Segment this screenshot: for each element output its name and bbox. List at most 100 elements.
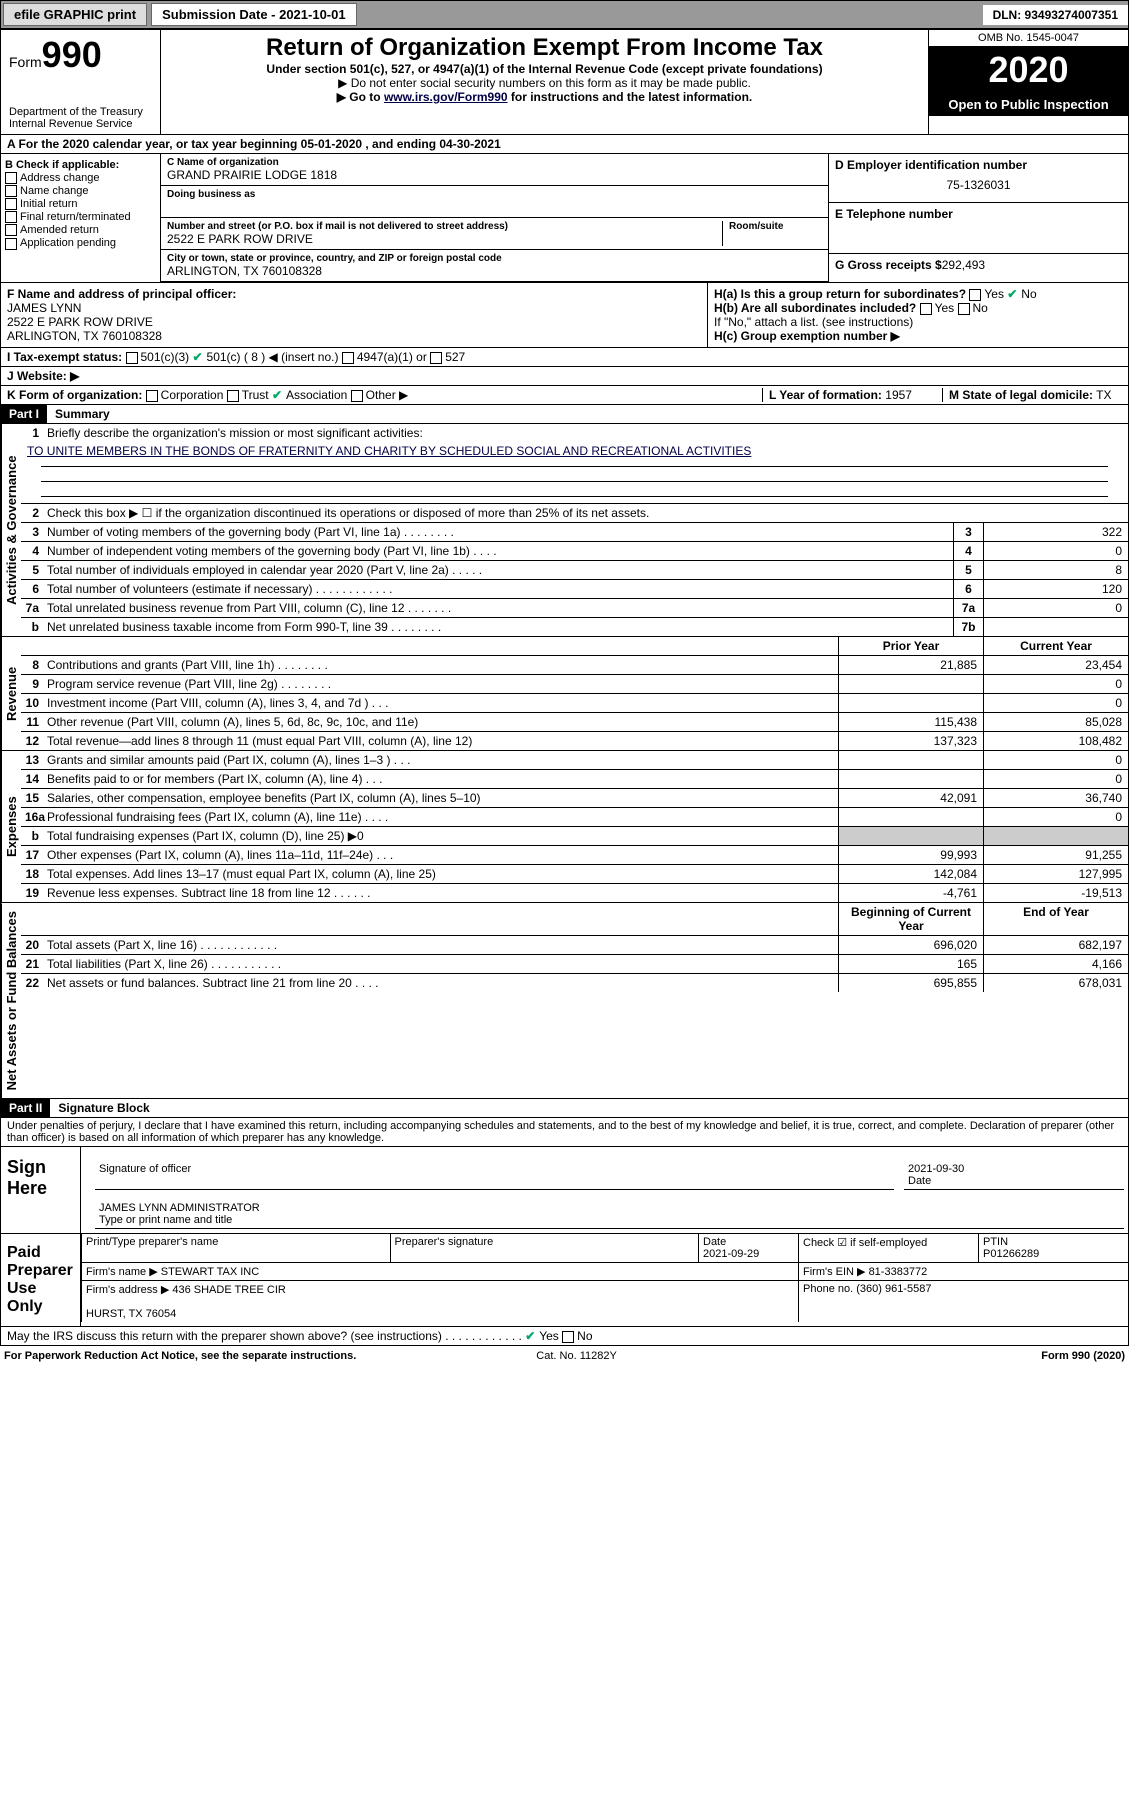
e-phone-label: E Telephone number: [835, 207, 953, 221]
efile-print-button[interactable]: efile GRAPHIC print: [3, 3, 147, 26]
prep-name-col: Print/Type preparer's name: [81, 1234, 390, 1262]
prep-addr-row: Firm's address ▶ 436 SHADE TREE CIRHURST…: [81, 1281, 1128, 1322]
data-line: 22Net assets or fund balances. Subtract …: [21, 973, 1128, 992]
part-ii-badge: Part II: [1, 1099, 50, 1117]
b-header: B Check if applicable:: [5, 159, 156, 171]
paid-prep-label: Paid Preparer Use Only: [1, 1234, 81, 1326]
open-inspection: Open to Public Inspection: [929, 93, 1128, 116]
c-city-label: City or town, state or province, country…: [167, 253, 822, 264]
form-990: 990: [42, 34, 102, 75]
hdr-prior: Prior Year: [838, 637, 983, 655]
k-form-org: K Form of organization: Corporation Trus…: [7, 388, 762, 402]
m-state: M State of legal domicile: TX: [942, 388, 1122, 402]
a-text: A For the 2020 calendar year, or tax yea…: [7, 137, 501, 151]
part-ii-header: Part II Signature Block: [0, 1099, 1129, 1118]
gov-body: 1Briefly describe the organization's mis…: [21, 424, 1128, 636]
irs-link[interactable]: www.irs.gov/Form990: [384, 90, 508, 104]
data-line: 19Revenue less expenses. Subtract line 1…: [21, 883, 1128, 902]
footer: For Paperwork Reduction Act Notice, see …: [0, 1346, 1129, 1366]
data-line: 20Total assets (Part X, line 16) . . . .…: [21, 935, 1128, 954]
subtitle-ssn: ▶ Do not enter social security numbers o…: [165, 76, 924, 90]
cat-no: Cat. No. 11282Y: [536, 1350, 617, 1362]
gov-line: 4Number of independent voting members of…: [21, 541, 1128, 560]
data-line: 10Investment income (Part VIII, column (…: [21, 693, 1128, 712]
f-officer: F Name and address of principal officer:…: [1, 283, 708, 347]
h-b-note: If "No," attach a list. (see instruction…: [714, 315, 1122, 329]
form-ref: Form 990 (2020): [1041, 1350, 1125, 1362]
paperwork-notice: For Paperwork Reduction Act Notice, see …: [4, 1350, 356, 1362]
part-i-header: Part I Summary: [0, 405, 1129, 424]
c-city-value: ARLINGTON, TX 760108328: [167, 264, 822, 278]
h-block: H(a) Is this a group return for subordin…: [708, 283, 1128, 347]
f-label: F Name and address of principal officer:: [7, 287, 236, 301]
data-line: 15Salaries, other compensation, employee…: [21, 788, 1128, 807]
prep-sig-col: Preparer's signature: [390, 1234, 699, 1262]
net-body: Beginning of Current Year End of Year 20…: [21, 903, 1128, 1098]
c-dba: Doing business as: [161, 186, 828, 218]
hdr-end: End of Year: [983, 903, 1128, 935]
row-a-tax-year: A For the 2020 calendar year, or tax yea…: [0, 135, 1129, 154]
b-item: Name change: [5, 185, 156, 197]
sign-here-block: Sign Here Signature of officer 2021-09-3…: [0, 1147, 1129, 1234]
c-name-column: C Name of organization GRAND PRAIRIE LOD…: [161, 154, 828, 282]
signature-intro: Under penalties of perjury, I declare th…: [0, 1118, 1129, 1147]
c-addr-label: Number and street (or P.O. box if mail i…: [167, 221, 722, 232]
c-addr-value: 2522 E PARK ROW DRIVE: [167, 232, 722, 246]
data-line: 14Benefits paid to or for members (Part …: [21, 769, 1128, 788]
goto-prefix: ▶ Go to: [337, 90, 384, 104]
row-k-l-m: K Form of organization: Corporation Trus…: [0, 386, 1129, 405]
line-1: 1Briefly describe the organization's mis…: [21, 424, 1128, 442]
f-name: JAMES LYNN: [7, 301, 81, 315]
prep-date-col: Date2021-09-29: [698, 1234, 798, 1262]
prep-firm-row: Firm's name ▶ STEWART TAX INC Firm's EIN…: [81, 1263, 1128, 1281]
exp-body: 13Grants and similar amounts paid (Part …: [21, 751, 1128, 902]
tax-year: 2020: [929, 47, 1128, 93]
f-addr: 2522 E PARK ROW DRIVE: [7, 315, 153, 329]
submission-date: Submission Date - 2021-10-01: [151, 3, 357, 26]
prep-fields: Print/Type preparer's name Preparer's si…: [81, 1234, 1128, 1326]
info-grid: B Check if applicable: Address change Na…: [0, 154, 1129, 283]
officer-sig-line: Signature of officer: [95, 1151, 894, 1190]
data-line: 11Other revenue (Part VIII, column (A), …: [21, 712, 1128, 731]
b-item: Final return/terminated: [5, 211, 156, 223]
c-room-label: Room/suite: [729, 221, 822, 232]
data-line: 16aProfessional fundraising fees (Part I…: [21, 807, 1128, 826]
data-line: 17Other expenses (Part IX, column (A), l…: [21, 845, 1128, 864]
row-i-status: I Tax-exempt status: 501(c)(3) 501(c) ( …: [0, 348, 1129, 367]
data-line: 13Grants and similar amounts paid (Part …: [21, 751, 1128, 769]
b-item: Amended return: [5, 224, 156, 236]
subtitle-link-row: ▶ Go to www.irs.gov/Form990 for instruct…: [165, 90, 924, 104]
hdr-beginning: Beginning of Current Year: [838, 903, 983, 935]
b-item: Address change: [5, 172, 156, 184]
d-ein-value: 75-1326031: [835, 172, 1122, 198]
vtab-net: Net Assets or Fund Balances: [1, 903, 21, 1098]
prep-ptin-col: PTINP01266289: [978, 1234, 1128, 1262]
rev-header: Prior Year Current Year: [21, 637, 1128, 655]
hdr-current: Current Year: [983, 637, 1128, 655]
discuss-row: May the IRS discuss this return with the…: [0, 1327, 1129, 1346]
d-ein-column: D Employer identification number 75-1326…: [828, 154, 1128, 282]
b-item: Application pending: [5, 237, 156, 249]
data-line: 12Total revenue—add lines 8 through 11 (…: [21, 731, 1128, 750]
rev-body: Prior Year Current Year 8Contributions a…: [21, 637, 1128, 750]
g-receipts: G Gross receipts $292,493: [829, 254, 1128, 276]
part-i-badge: Part I: [1, 405, 47, 423]
h-a: H(a) Is this a group return for subordin…: [714, 287, 1122, 301]
d-ein: D Employer identification number 75-1326…: [829, 154, 1128, 203]
d-ein-label: D Employer identification number: [835, 158, 1027, 172]
sign-here-label: Sign Here: [1, 1147, 81, 1233]
b-item: Initial return: [5, 198, 156, 210]
data-line: 9Program service revenue (Part VIII, lin…: [21, 674, 1128, 693]
firm-phone: Phone no. (360) 961-5587: [798, 1281, 1128, 1322]
h-b: H(b) Are all subordinates included? Yes …: [714, 301, 1122, 315]
subtitle-section: Under section 501(c), 527, or 4947(a)(1)…: [165, 62, 924, 76]
f-city: ARLINGTON, TX 760108328: [7, 329, 162, 343]
c-org-name: C Name of organization GRAND PRAIRIE LOD…: [161, 154, 828, 186]
part-i-title: Summary: [47, 405, 118, 423]
section-expenses: Expenses 13Grants and similar amounts pa…: [0, 751, 1129, 903]
gov-line: bNet unrelated business taxable income f…: [21, 617, 1128, 636]
vtab-governance: Activities & Governance: [1, 424, 21, 636]
c-city: City or town, state or province, country…: [161, 250, 828, 282]
e-phone: E Telephone number: [829, 203, 1128, 254]
section-governance: Activities & Governance 1Briefly describ…: [0, 424, 1129, 637]
